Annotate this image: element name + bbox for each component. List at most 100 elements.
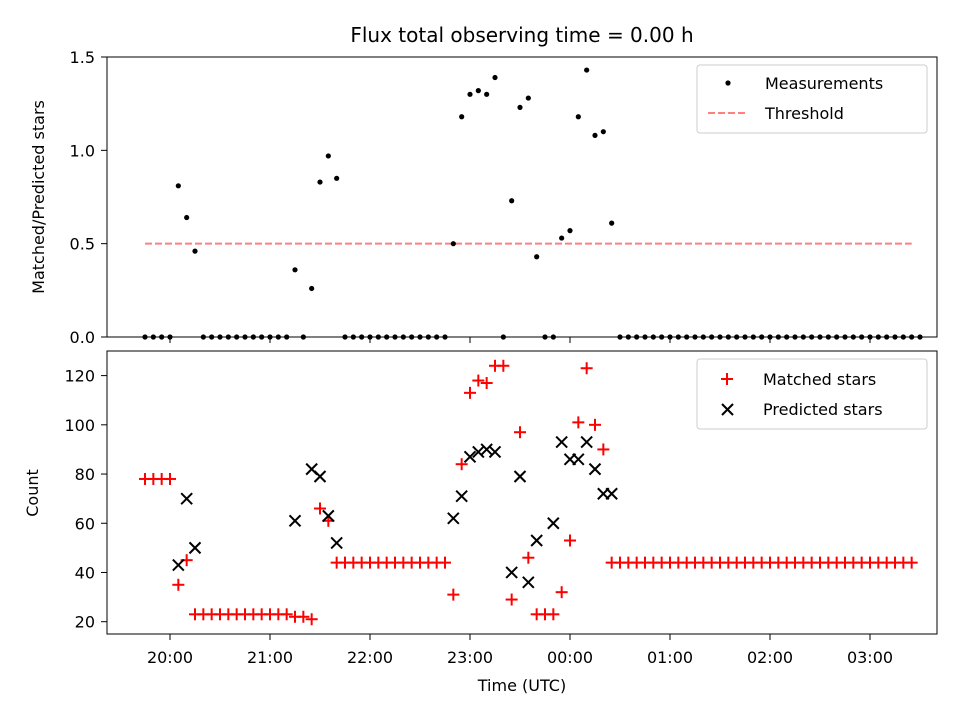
bottom-xtick-label: 03:00	[847, 648, 893, 667]
predicted-star-point	[580, 435, 593, 449]
bottom-plot-area	[139, 359, 918, 626]
matched-star-point	[297, 610, 310, 623]
bottom-xtick-label: 02:00	[747, 648, 793, 667]
predicted-star-point	[322, 509, 335, 523]
measurement-point	[325, 153, 331, 159]
bottom-xtick-label: 21:00	[247, 648, 293, 667]
predicted-star-point	[480, 443, 493, 456]
top-legend-box	[696, 64, 928, 134]
measurement-point	[600, 129, 606, 135]
measurement-point	[584, 67, 590, 73]
measurement-point	[575, 114, 581, 120]
legend-predicted-label: Predicted stars	[763, 400, 883, 419]
measurement-point	[592, 132, 598, 138]
top-x-ticks	[169, 337, 871, 343]
measurement-point	[525, 95, 531, 101]
measurement-point	[509, 198, 515, 204]
predicted-star-point	[513, 470, 527, 483]
bottom-ytick-label: 100	[64, 416, 95, 435]
measurement-point	[309, 285, 315, 292]
bottom-xtick-label: 23:00	[447, 648, 493, 667]
measurement-point	[559, 235, 565, 241]
bottom-xtick-label: 22:00	[347, 648, 393, 667]
legend-measurements-label: Measurements	[765, 74, 883, 93]
top-plot-area	[142, 67, 923, 340]
predicted-star-point	[547, 517, 560, 530]
matched-star-point	[514, 426, 526, 439]
bottom-y-axis-label: Count	[23, 469, 42, 517]
measurement-point	[192, 248, 198, 254]
predicted-star-point	[172, 558, 185, 572]
measurement-point	[334, 175, 340, 181]
legend-predicted-marker	[721, 403, 734, 416]
matched-star-point	[480, 376, 493, 389]
matched-star-point	[314, 502, 326, 515]
bottom-legend: Matched stars Predicted stars	[696, 358, 928, 430]
predicted-star-point	[522, 576, 535, 589]
measurement-point	[467, 91, 473, 97]
predicted-star-point	[555, 435, 568, 449]
top-ytick-label: 1.5	[70, 48, 95, 67]
matched-star-point	[172, 578, 185, 591]
matched-star-point	[280, 608, 293, 621]
bottom-axes-frame	[106, 350, 938, 635]
predicted-star-point	[463, 450, 477, 464]
predicted-star-point	[288, 514, 302, 528]
matched-star-point	[547, 608, 560, 621]
top-ytick-label: 0.0	[70, 328, 95, 347]
bottom-xtick-label: 20:00	[147, 648, 193, 667]
matched-star-point	[555, 586, 568, 599]
matched-star-point	[305, 613, 318, 626]
predicted-star-point	[180, 492, 193, 505]
top-y-ticks: 0.0 0.5 1.0 1.5	[70, 48, 107, 347]
bottom-panel: 20 40 60 80 100 120 20:00 21:00 22:00 23:00 00:00…	[23, 350, 938, 695]
top-y-axis-label: Matched/Predicted stars	[29, 100, 48, 294]
predicted-star-point	[472, 445, 485, 459]
legend-threshold-label: Threshold	[764, 104, 844, 123]
matched-star-point	[497, 359, 510, 372]
predicted-star-point	[455, 489, 468, 503]
predicted-star-point	[488, 445, 502, 459]
bottom-ytick-label: 120	[64, 367, 95, 386]
measurement-point	[492, 74, 498, 81]
matched-star-point	[589, 418, 601, 431]
measurement-point	[517, 104, 523, 110]
predicted-star-point	[572, 453, 585, 466]
matched-star-point	[447, 588, 460, 601]
predicted-star-point	[530, 534, 543, 547]
legend-measurements-marker	[725, 80, 731, 86]
bottom-xtick-label: 01:00	[647, 648, 693, 667]
predicted-star-point	[188, 541, 202, 555]
measurement-point	[459, 114, 465, 120]
matched-star-point	[164, 472, 176, 485]
top-ytick-label: 1.0	[70, 141, 95, 160]
bottom-ytick-label: 20	[75, 613, 95, 632]
measurement-point	[317, 179, 323, 185]
matched-star-point	[472, 374, 485, 387]
measurement-point	[475, 88, 481, 94]
bottom-x-ticks: 20:00 21:00 22:00 23:00 00:00 01:00 02:00 03:00	[147, 634, 893, 667]
predicted-star-point	[330, 536, 343, 550]
bottom-ytick-label: 60	[75, 514, 95, 533]
matched-star-point	[464, 386, 476, 399]
measurement-point	[292, 267, 298, 273]
bottom-legend-box	[696, 358, 928, 430]
top-axes-frame	[106, 56, 938, 338]
legend-matched-marker	[721, 373, 733, 385]
predicted-star-point	[313, 470, 327, 483]
matched-star-point	[505, 593, 518, 606]
measurement-point	[484, 91, 490, 97]
matched-star-point	[439, 556, 451, 569]
bottom-y-ticks: 20 40 60 80 100 120	[64, 367, 107, 632]
bottom-x-axis-label: Time (UTC)	[477, 676, 566, 695]
top-ytick-label: 0.5	[70, 235, 95, 254]
measurement-point	[609, 220, 615, 226]
bottom-xtick-label: 00:00	[547, 648, 593, 667]
matched-star-point	[564, 534, 576, 547]
matched-star-point	[572, 416, 585, 429]
matched-star-point	[580, 362, 593, 375]
measurement-point	[450, 241, 456, 247]
top-legend: Measurements Threshold	[696, 64, 928, 134]
matched-star-point	[905, 556, 918, 569]
